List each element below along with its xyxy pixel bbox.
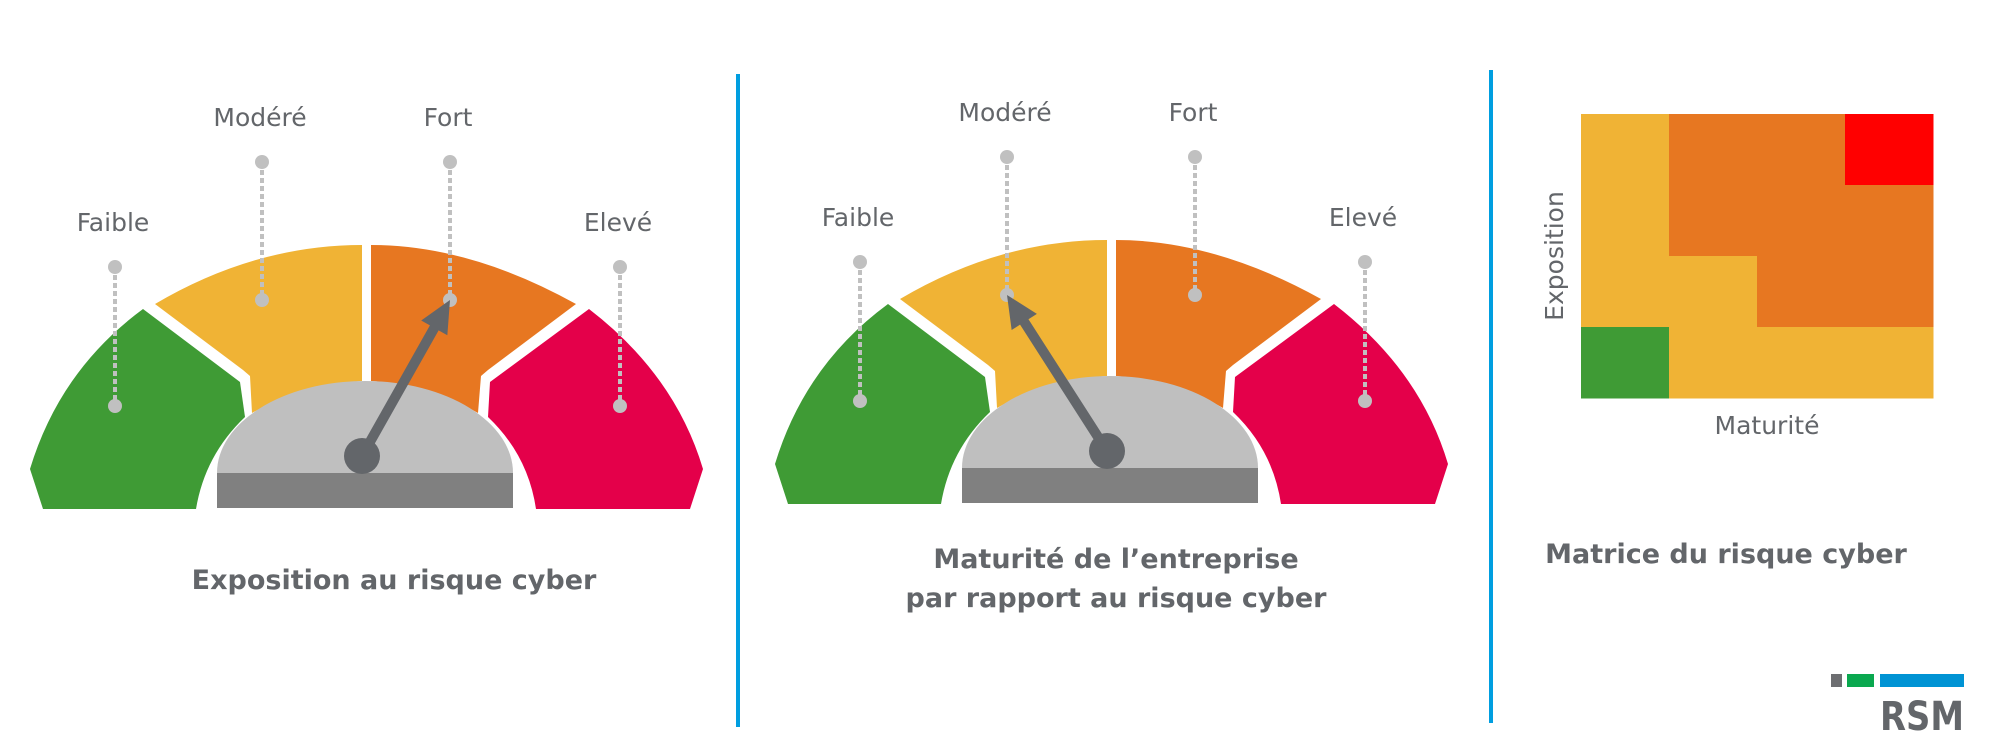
level-marker-dot xyxy=(1188,150,1202,164)
matrix-cell-strong xyxy=(1669,185,1758,257)
level-marker-dot xyxy=(853,394,867,408)
level-marker-dot xyxy=(1188,288,1202,302)
level-marker-dot xyxy=(1000,150,1014,164)
gauge-maturity-title-line-2: par rapport au risque cyber xyxy=(906,583,1328,614)
level-marker-dot xyxy=(613,260,627,274)
logo-bar-blue xyxy=(1880,674,1964,687)
matrix-title: Matrice du risque cyber xyxy=(1545,539,1907,570)
level-label: Elevé xyxy=(1329,203,1397,232)
rsm-logo: RSM xyxy=(1831,674,1964,740)
level-label: Faible xyxy=(822,203,895,232)
level-marker-dot xyxy=(255,155,269,169)
needle-hub xyxy=(1089,433,1125,469)
matrix-cell-critical xyxy=(1845,114,1934,186)
matrix-cell-strong xyxy=(1757,256,1846,328)
level-label: Modéré xyxy=(213,103,306,132)
dial-base xyxy=(962,468,1258,503)
logo-text: RSM xyxy=(1880,694,1964,740)
dial-base xyxy=(217,473,513,508)
segment-low xyxy=(30,309,245,509)
level-label: Modéré xyxy=(958,98,1051,127)
gauge-needle xyxy=(357,299,451,459)
matrix-cell-strong xyxy=(1669,114,1758,186)
matrix-x-label: Maturité xyxy=(1715,411,1820,440)
level-label: Fort xyxy=(424,103,473,132)
needle-arrow xyxy=(357,299,451,459)
level-marker-dot xyxy=(1358,394,1372,408)
segment-high xyxy=(488,309,703,509)
matrix-cell-moderate xyxy=(1845,327,1934,399)
matrix-cell-strong xyxy=(1845,185,1934,257)
needle-hub xyxy=(344,438,380,474)
matrix-cell-moderate xyxy=(1581,114,1670,186)
level-marker-dot xyxy=(108,399,122,413)
level-marker-dot xyxy=(108,260,122,274)
matrix-cell-strong xyxy=(1845,256,1934,328)
risk-matrix xyxy=(1581,114,1934,399)
dial-face xyxy=(962,376,1258,468)
segment-moderate xyxy=(155,245,362,413)
logo-bar-green xyxy=(1847,674,1874,687)
gauge-maturity: Faible Modéré Fort Elevé xyxy=(775,98,1448,504)
matrix-cell-moderate xyxy=(1669,256,1758,328)
dial-face xyxy=(217,381,513,473)
level-marker-dot xyxy=(443,155,457,169)
level-label: Fort xyxy=(1169,98,1218,127)
matrix-cell-moderate xyxy=(1669,327,1758,399)
matrix-cell-strong xyxy=(1757,114,1846,186)
gauge-exposure: Faible Modéré Fort Elevé xyxy=(30,103,703,509)
gauge-maturity-title-line-1: Maturité de l’entreprise xyxy=(933,544,1298,575)
level-marker-dot xyxy=(255,293,269,307)
gauge-needle xyxy=(1006,294,1112,454)
matrix-cell-strong xyxy=(1757,185,1846,257)
matrix-cell-moderate xyxy=(1581,256,1670,328)
level-label: Faible xyxy=(77,208,150,237)
needle-arrow xyxy=(1006,294,1112,454)
level-marker-dot xyxy=(1358,255,1372,269)
matrix-y-label: Exposition xyxy=(1540,191,1569,321)
segment-strong xyxy=(1116,240,1321,408)
matrix-cell-moderate xyxy=(1581,185,1670,257)
matrix-cell-moderate xyxy=(1757,327,1846,399)
level-label: Elevé xyxy=(584,208,652,237)
logo-bar-gray xyxy=(1831,674,1842,687)
level-marker-dot xyxy=(853,255,867,269)
segment-strong xyxy=(371,245,576,413)
matrix-cell-low xyxy=(1581,327,1670,399)
segment-low xyxy=(775,304,990,504)
gauge-exposure-title: Exposition au risque cyber xyxy=(192,565,597,596)
segment-high xyxy=(1233,304,1448,504)
level-marker-dot xyxy=(613,399,627,413)
